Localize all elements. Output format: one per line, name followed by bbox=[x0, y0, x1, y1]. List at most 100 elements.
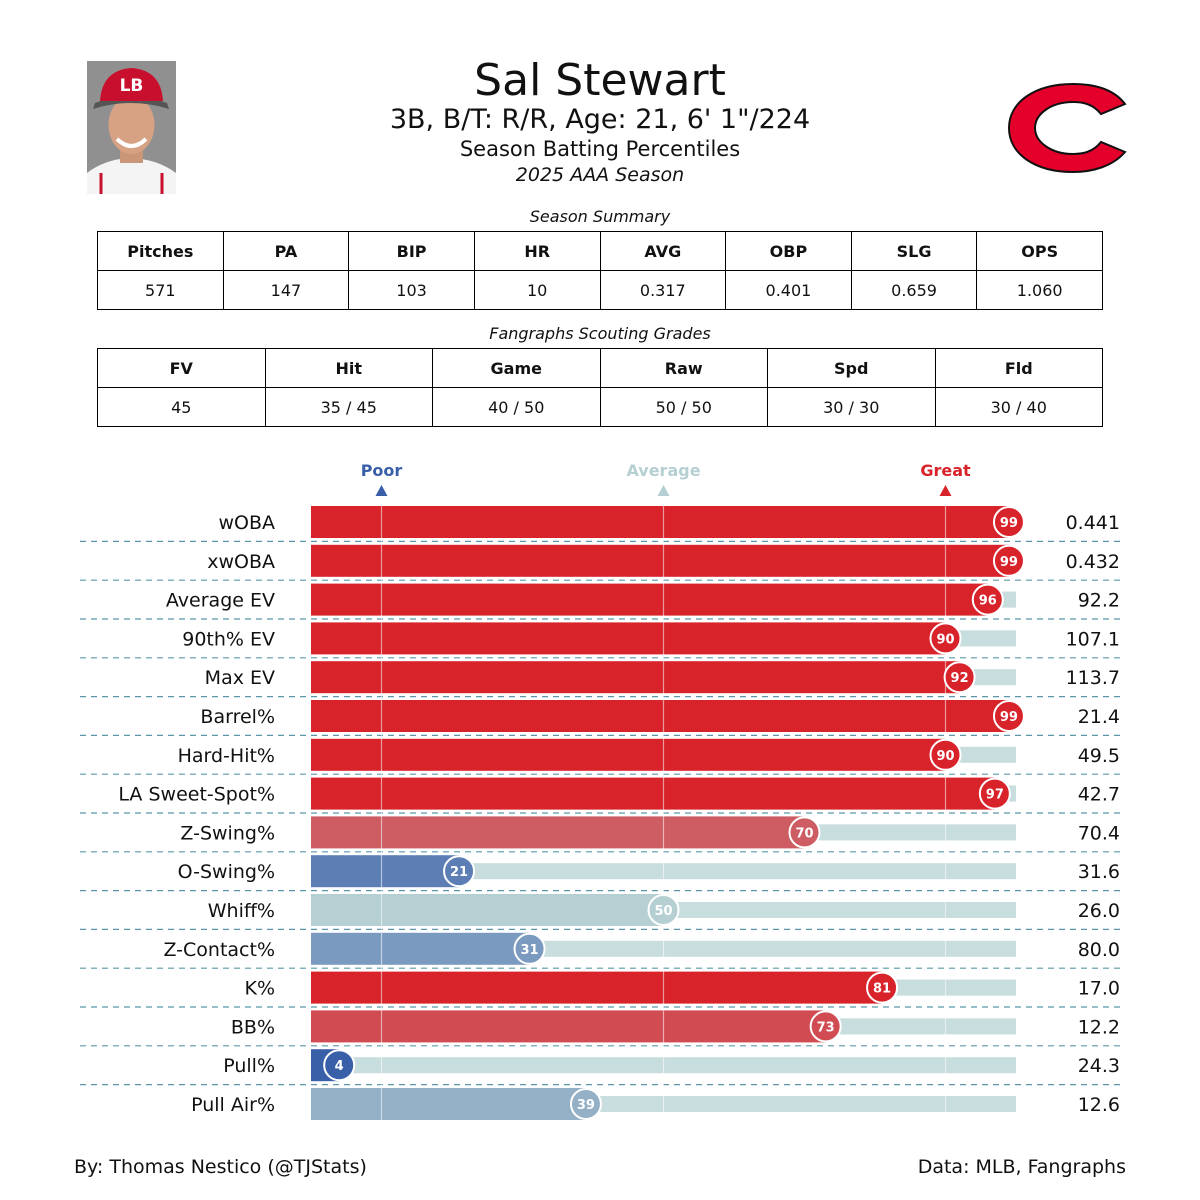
season-summary-table: Pitches PA BIP HR AVG OBP SLG OPS 571 14… bbox=[97, 231, 1103, 310]
percentile-circle bbox=[971, 583, 1004, 616]
percentile-label: 97 bbox=[986, 788, 1004, 803]
scale-marker-poor bbox=[375, 485, 388, 496]
stat-value: 24.3 bbox=[1078, 1055, 1120, 1077]
scouting-value-cell: 30 / 30 bbox=[767, 387, 936, 427]
stat-value: 31.6 bbox=[1078, 861, 1120, 883]
scale-marker-average bbox=[657, 485, 670, 496]
percentile-bar bbox=[311, 1010, 826, 1043]
season-label: 2025 AAA Season bbox=[515, 164, 685, 186]
scale-label-average: Average bbox=[626, 461, 700, 480]
percentile-label: 50 bbox=[654, 904, 672, 919]
percentile-circle bbox=[513, 932, 546, 965]
percentile-bar bbox=[311, 932, 530, 965]
percentile-label: 39 bbox=[577, 1098, 595, 1113]
summary-header-cell: PA bbox=[222, 231, 350, 271]
footer-credit: By: Thomas Nestico (@TJStats) bbox=[74, 1156, 367, 1178]
summary-header-cell: SLG bbox=[850, 231, 978, 271]
team-logo bbox=[1005, 82, 1133, 174]
scale-label-great: Great bbox=[920, 461, 971, 480]
percentile-bar bbox=[311, 894, 664, 926]
percentile-label: 96 bbox=[979, 594, 997, 609]
scouting-value-row: 45 35 / 45 40 / 50 50 / 50 30 / 30 30 / … bbox=[97, 387, 1103, 427]
scouting-header-cell: FV bbox=[97, 348, 266, 388]
stat-value: 26.0 bbox=[1078, 900, 1120, 922]
percentile-label: 99 bbox=[1000, 710, 1018, 725]
percentile-label: 99 bbox=[1000, 555, 1018, 570]
percentile-label: 21 bbox=[450, 865, 468, 880]
summary-value-cell: 1.060 bbox=[976, 270, 1103, 310]
summary-value-cell: 147 bbox=[222, 270, 350, 310]
metric-label: 90th% EV bbox=[182, 628, 275, 650]
percentile-bar bbox=[311, 1088, 586, 1120]
stat-value: 113.7 bbox=[1066, 667, 1120, 689]
scouting-value-cell: 30 / 40 bbox=[934, 387, 1103, 427]
percentile-chart: Poor Average Great wOBA 0.441 xwOBA 0.432 Avera… bbox=[80, 461, 1120, 1122]
player-bio: 3B, B/T: R/R, Age: 21, 6' 1"/224 bbox=[389, 104, 811, 135]
percentile-label: 81 bbox=[873, 982, 891, 997]
stat-value: 49.5 bbox=[1078, 745, 1120, 767]
percentile-circle bbox=[943, 661, 976, 694]
percentile-label: 90 bbox=[936, 632, 954, 647]
percentile-bar bbox=[311, 583, 988, 616]
summary-value-cell: 103 bbox=[348, 270, 475, 310]
metric-label: Z-Contact% bbox=[163, 939, 275, 961]
metric-label: Pull Air% bbox=[191, 1094, 275, 1116]
metric-label: Barrel% bbox=[200, 706, 275, 728]
scouting-value-cell: 35 / 45 bbox=[264, 387, 433, 427]
percentile-circle bbox=[323, 1049, 356, 1082]
summary-header-cell: OPS bbox=[976, 231, 1103, 271]
stat-value: 0.432 bbox=[1066, 551, 1120, 573]
player-headshot: LB bbox=[87, 61, 176, 194]
season-summary-header-row: Pitches PA BIP HR AVG OBP SLG OPS bbox=[97, 231, 1103, 271]
percentile-label: 99 bbox=[1000, 516, 1018, 531]
percentile-circle bbox=[788, 816, 821, 849]
stat-value: 92.2 bbox=[1078, 590, 1120, 612]
percentile-bar bbox=[311, 544, 1009, 577]
summary-header-cell: OBP bbox=[725, 231, 852, 271]
page-subtitle: Season Batting Percentiles bbox=[459, 137, 741, 161]
scouting-header-cell: Spd bbox=[767, 348, 936, 388]
svg-text:LB: LB bbox=[120, 76, 144, 96]
scouting-header-cell: Fld bbox=[934, 348, 1103, 388]
stat-value: 12.6 bbox=[1078, 1094, 1120, 1116]
metric-label: O-Swing% bbox=[178, 861, 275, 883]
percentile-circle bbox=[443, 855, 476, 888]
scouting-value-cell: 40 / 50 bbox=[432, 387, 601, 427]
scouting-header-cell: Raw bbox=[599, 348, 768, 388]
stat-value: 0.441 bbox=[1066, 512, 1120, 534]
percentile-circle bbox=[992, 700, 1025, 732]
percentile-circle bbox=[647, 894, 680, 926]
stat-value: 17.0 bbox=[1078, 978, 1120, 1000]
percentile-circle bbox=[809, 1010, 842, 1043]
metric-label: LA Sweet-Spot% bbox=[118, 784, 275, 806]
metric-label: Z-Swing% bbox=[180, 822, 275, 844]
percentile-label: 70 bbox=[795, 826, 813, 841]
stat-value: 42.7 bbox=[1078, 784, 1120, 806]
percentile-bar bbox=[311, 661, 960, 694]
summary-value-cell: 10 bbox=[473, 270, 601, 310]
percentile-bar bbox=[311, 971, 883, 1004]
season-summary-caption: Season Summary bbox=[529, 207, 671, 226]
metric-label: Average EV bbox=[166, 590, 275, 612]
percentile-circle bbox=[992, 544, 1025, 577]
scouting-header-cell: Game bbox=[432, 348, 601, 388]
scouting-value-cell: 45 bbox=[97, 387, 266, 427]
metric-label: Max EV bbox=[205, 667, 275, 689]
stat-value: 21.4 bbox=[1078, 706, 1120, 728]
percentile-circle bbox=[992, 506, 1025, 538]
footer-source: Data: MLB, Fangraphs bbox=[917, 1156, 1126, 1178]
percentile-label: 90 bbox=[936, 749, 954, 764]
percentile-bar bbox=[311, 506, 1009, 538]
summary-header-cell: HR bbox=[473, 231, 601, 271]
scouting-header-row: FV Hit Game Raw Spd Fld bbox=[97, 348, 1103, 388]
summary-value-cell: 571 bbox=[97, 270, 224, 310]
metric-label: Pull% bbox=[223, 1055, 275, 1077]
scouting-header-cell: Hit bbox=[264, 348, 433, 388]
summary-header-cell: Pitches bbox=[97, 231, 224, 271]
percentile-label: 4 bbox=[335, 1059, 344, 1074]
summary-value-cell: 0.659 bbox=[850, 270, 978, 310]
scouting-grades-table: FV Hit Game Raw Spd Fld 45 35 / 45 40 / … bbox=[97, 348, 1103, 427]
summary-value-cell: 0.401 bbox=[725, 270, 852, 310]
metric-label: Whiff% bbox=[208, 900, 275, 922]
stat-value: 80.0 bbox=[1078, 939, 1120, 961]
